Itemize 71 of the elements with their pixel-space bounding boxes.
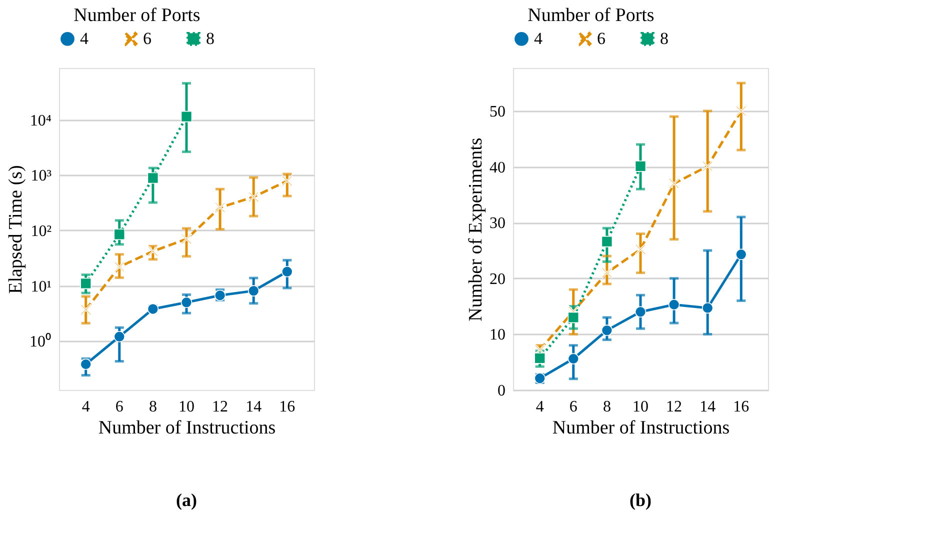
- point: [736, 248, 747, 260]
- x-tick-label: 8: [148, 398, 157, 416]
- y-tick-label: 10²: [30, 222, 52, 240]
- x-axis-title: Number of Instructions: [552, 418, 730, 438]
- point: [80, 278, 92, 290]
- point: [147, 172, 159, 184]
- point: [568, 353, 580, 364]
- point: [180, 110, 192, 122]
- point: [634, 306, 646, 318]
- point: [668, 178, 680, 190]
- legend-label: 8: [206, 28, 214, 48]
- x-tick-label: 4: [536, 398, 544, 416]
- legend-label: 6: [143, 28, 152, 48]
- point: [601, 236, 613, 248]
- y-axis-title: Number of Experiments: [466, 138, 486, 322]
- point: [601, 267, 613, 278]
- point: [282, 266, 293, 278]
- point: [534, 352, 546, 364]
- y-tick-label: 10¹: [30, 278, 52, 296]
- x-tick-label: 10: [632, 398, 648, 416]
- y-tick-label: 40: [490, 159, 506, 176]
- legend-label: 6: [597, 28, 606, 48]
- x-tick-label: 10: [178, 398, 194, 416]
- y-tick-label: 30: [490, 215, 506, 232]
- point: [147, 303, 159, 315]
- point: [568, 312, 580, 324]
- text: (b): [630, 490, 652, 510]
- point: [736, 105, 747, 117]
- legend-label: 8: [660, 28, 668, 48]
- point: [147, 246, 159, 257]
- x-tick-label: 14: [700, 398, 716, 416]
- y-tick-label: 0: [498, 382, 506, 400]
- x-tick-label: 16: [279, 398, 296, 416]
- point: [702, 160, 714, 172]
- point: [80, 304, 92, 316]
- point: [180, 296, 192, 308]
- point: [634, 244, 646, 256]
- legend-label: 4: [80, 28, 89, 48]
- x-tick-label: 6: [115, 398, 124, 416]
- point: [214, 202, 226, 214]
- point: [248, 285, 260, 296]
- x-tick-label: 12: [666, 398, 682, 416]
- point: [248, 191, 260, 203]
- x-tick-label: 4: [82, 398, 90, 416]
- y-tick-label: 10: [490, 326, 506, 344]
- y-tick-label: 10³: [30, 168, 52, 185]
- legend-title: Number of Ports: [528, 5, 654, 26]
- x-tick-label: 14: [246, 398, 262, 416]
- point: [702, 302, 714, 314]
- point: [114, 261, 126, 272]
- point: [114, 228, 126, 240]
- x-tick-label: 16: [733, 398, 750, 416]
- point: [282, 175, 293, 187]
- x-tick-label: 6: [569, 398, 578, 416]
- point: [601, 324, 613, 336]
- x-tick-label: 12: [212, 398, 228, 416]
- point: [634, 160, 646, 172]
- y-tick-label: 10⁴: [30, 112, 52, 130]
- point: [114, 331, 126, 342]
- y-tick-label: 10⁰: [30, 332, 52, 351]
- legend-title: Number of Ports: [74, 5, 200, 26]
- y-axis-title: Elapsed Time (s): [6, 165, 26, 294]
- y-tick-label: 50: [490, 103, 506, 120]
- x-tick-label: 8: [602, 398, 611, 416]
- text: (a): [176, 490, 197, 510]
- point: [668, 298, 680, 310]
- point: [180, 233, 192, 245]
- point: [80, 358, 92, 370]
- legend-label: 4: [534, 28, 543, 48]
- x-axis-title: Number of Instructions: [98, 418, 276, 438]
- y-tick-label: 20: [490, 270, 506, 288]
